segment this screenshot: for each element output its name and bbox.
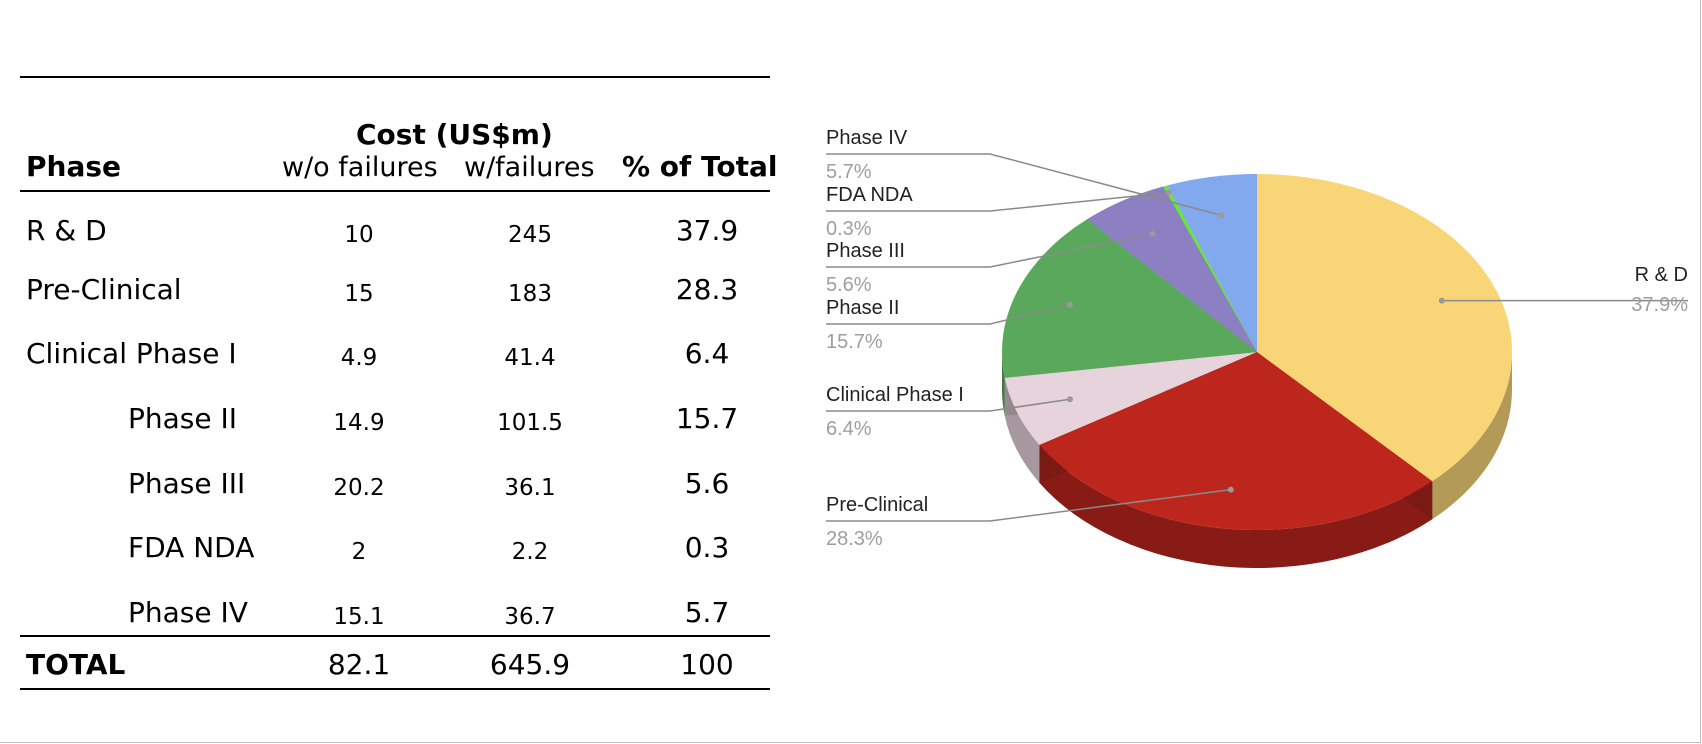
row-w: 101.5	[497, 410, 563, 436]
slice-label-clinical-phase-i: Clinical Phase I	[826, 384, 964, 406]
slice-label-phase-iv: Phase IV	[826, 127, 908, 149]
slice-label-fda-nda: FDA NDA	[826, 184, 913, 206]
leader-dot-clinical-phase-i	[1066, 396, 1073, 403]
table-top-rule	[20, 76, 770, 78]
row-phase: R & D	[26, 214, 107, 247]
leader-line-phase-iv	[826, 153, 1222, 217]
row-pct: 28.3	[675, 273, 739, 306]
row-wo: 10	[344, 222, 374, 248]
slice-value-phase-ii: 15.7%	[826, 331, 883, 353]
slice-value-pre-clinical: 28.3%	[826, 528, 883, 550]
leader-line-fda-nda	[826, 191, 1170, 212]
header-w-failures: w/failures	[464, 152, 595, 183]
row-w: 41.4	[504, 345, 556, 371]
pie-slice-phase-iii	[1087, 186, 1257, 352]
row-phase: Phase III	[128, 467, 246, 500]
leader-dot-phase-ii	[1066, 301, 1073, 308]
row-phase: Phase II	[128, 402, 238, 435]
row-pct: 37.9	[675, 214, 739, 247]
row-w: 36.7	[504, 604, 556, 630]
header-wo-failures: w/o failures	[282, 152, 438, 183]
row-pct: 15.7	[675, 402, 739, 435]
slice-value-fda-nda: 0.3%	[826, 218, 872, 240]
leader-line-phase-ii	[826, 303, 1071, 325]
slice-label-phase-iii: Phase III	[826, 240, 905, 262]
leader-dot-pre-clinical	[1227, 486, 1234, 493]
leader-line-clinical-phase-i	[826, 398, 1071, 412]
row-phase: FDA NDA	[128, 531, 255, 564]
row-phase: Clinical Phase I	[26, 337, 237, 370]
row-wo: 15	[344, 281, 374, 307]
slice-value-phase-iv: 5.7%	[826, 161, 872, 183]
slice-value-clinical-phase-i: 6.4%	[826, 418, 872, 440]
header-rule	[20, 190, 770, 192]
pie-slice-phase-iv	[1167, 174, 1257, 352]
row-wo: 2	[351, 539, 367, 565]
total-label: TOTAL	[26, 648, 126, 681]
pie-slice-pre-clinical	[1039, 352, 1433, 531]
pie-slice-clinical-phase-i	[1004, 352, 1257, 445]
row-wo: 20.2	[333, 475, 385, 501]
row-pct: 5.7	[684, 596, 730, 629]
row-phase: Phase IV	[128, 596, 248, 629]
total-pct: 100	[680, 648, 734, 681]
row-wo: 14.9	[333, 410, 385, 436]
pie-side-clinical-phase-i	[1004, 377, 1040, 483]
slice-label-phase-ii: Phase II	[826, 297, 899, 319]
row-w: 2.2	[511, 539, 549, 565]
row-phase: Pre-Clinical	[26, 273, 182, 306]
row-w: 245	[508, 222, 552, 248]
leader-line-phase-iii	[826, 233, 1153, 268]
pie-side-phase-ii	[1002, 352, 1005, 416]
row-wo: 15.1	[333, 604, 385, 630]
header-pct-total: % of Total	[622, 150, 778, 183]
row-pct: 6.4	[684, 337, 730, 370]
total-w: 645.9	[489, 648, 571, 681]
row-w: 36.1	[504, 475, 556, 501]
pie-slice-fda-nda	[1163, 185, 1257, 352]
slice-value-phase-iii: 5.6%	[826, 274, 872, 296]
row-pct: 0.3	[684, 531, 730, 564]
pie-side-pre-clinical	[1039, 444, 1433, 568]
total-wo: 82.1	[327, 648, 391, 681]
header-phase: Phase	[26, 150, 122, 183]
pie-slice-phase-ii	[1001, 219, 1257, 378]
total-rule	[20, 635, 770, 637]
pie-label-layer: R & D 37.9% Pre-Clinical 28.3% Clinical Phas…	[826, 127, 1688, 550]
leader-dot-phase-iii	[1149, 230, 1156, 237]
leader-dot-fda-nda	[1165, 189, 1172, 196]
slice-label-r-d: R & D	[1635, 264, 1688, 286]
header-cost-group: Cost (US$m)	[356, 118, 553, 151]
row-pct: 5.6	[684, 467, 730, 500]
pie-slice-r-d	[1257, 174, 1512, 482]
table-bottom-rule	[20, 688, 770, 690]
pie-side-r-d	[1432, 352, 1512, 520]
leader-dot-r-d	[1438, 297, 1445, 304]
row-wo: 4.9	[340, 345, 378, 371]
row-w: 183	[508, 281, 552, 307]
slice-value-r-d: 37.9%	[1631, 294, 1688, 316]
pie-top-layer	[1001, 174, 1512, 531]
leader-dot-phase-iv	[1218, 212, 1225, 219]
slice-label-pre-clinical: Pre-Clinical	[826, 494, 928, 516]
leader-line-pre-clinical	[826, 488, 1231, 522]
